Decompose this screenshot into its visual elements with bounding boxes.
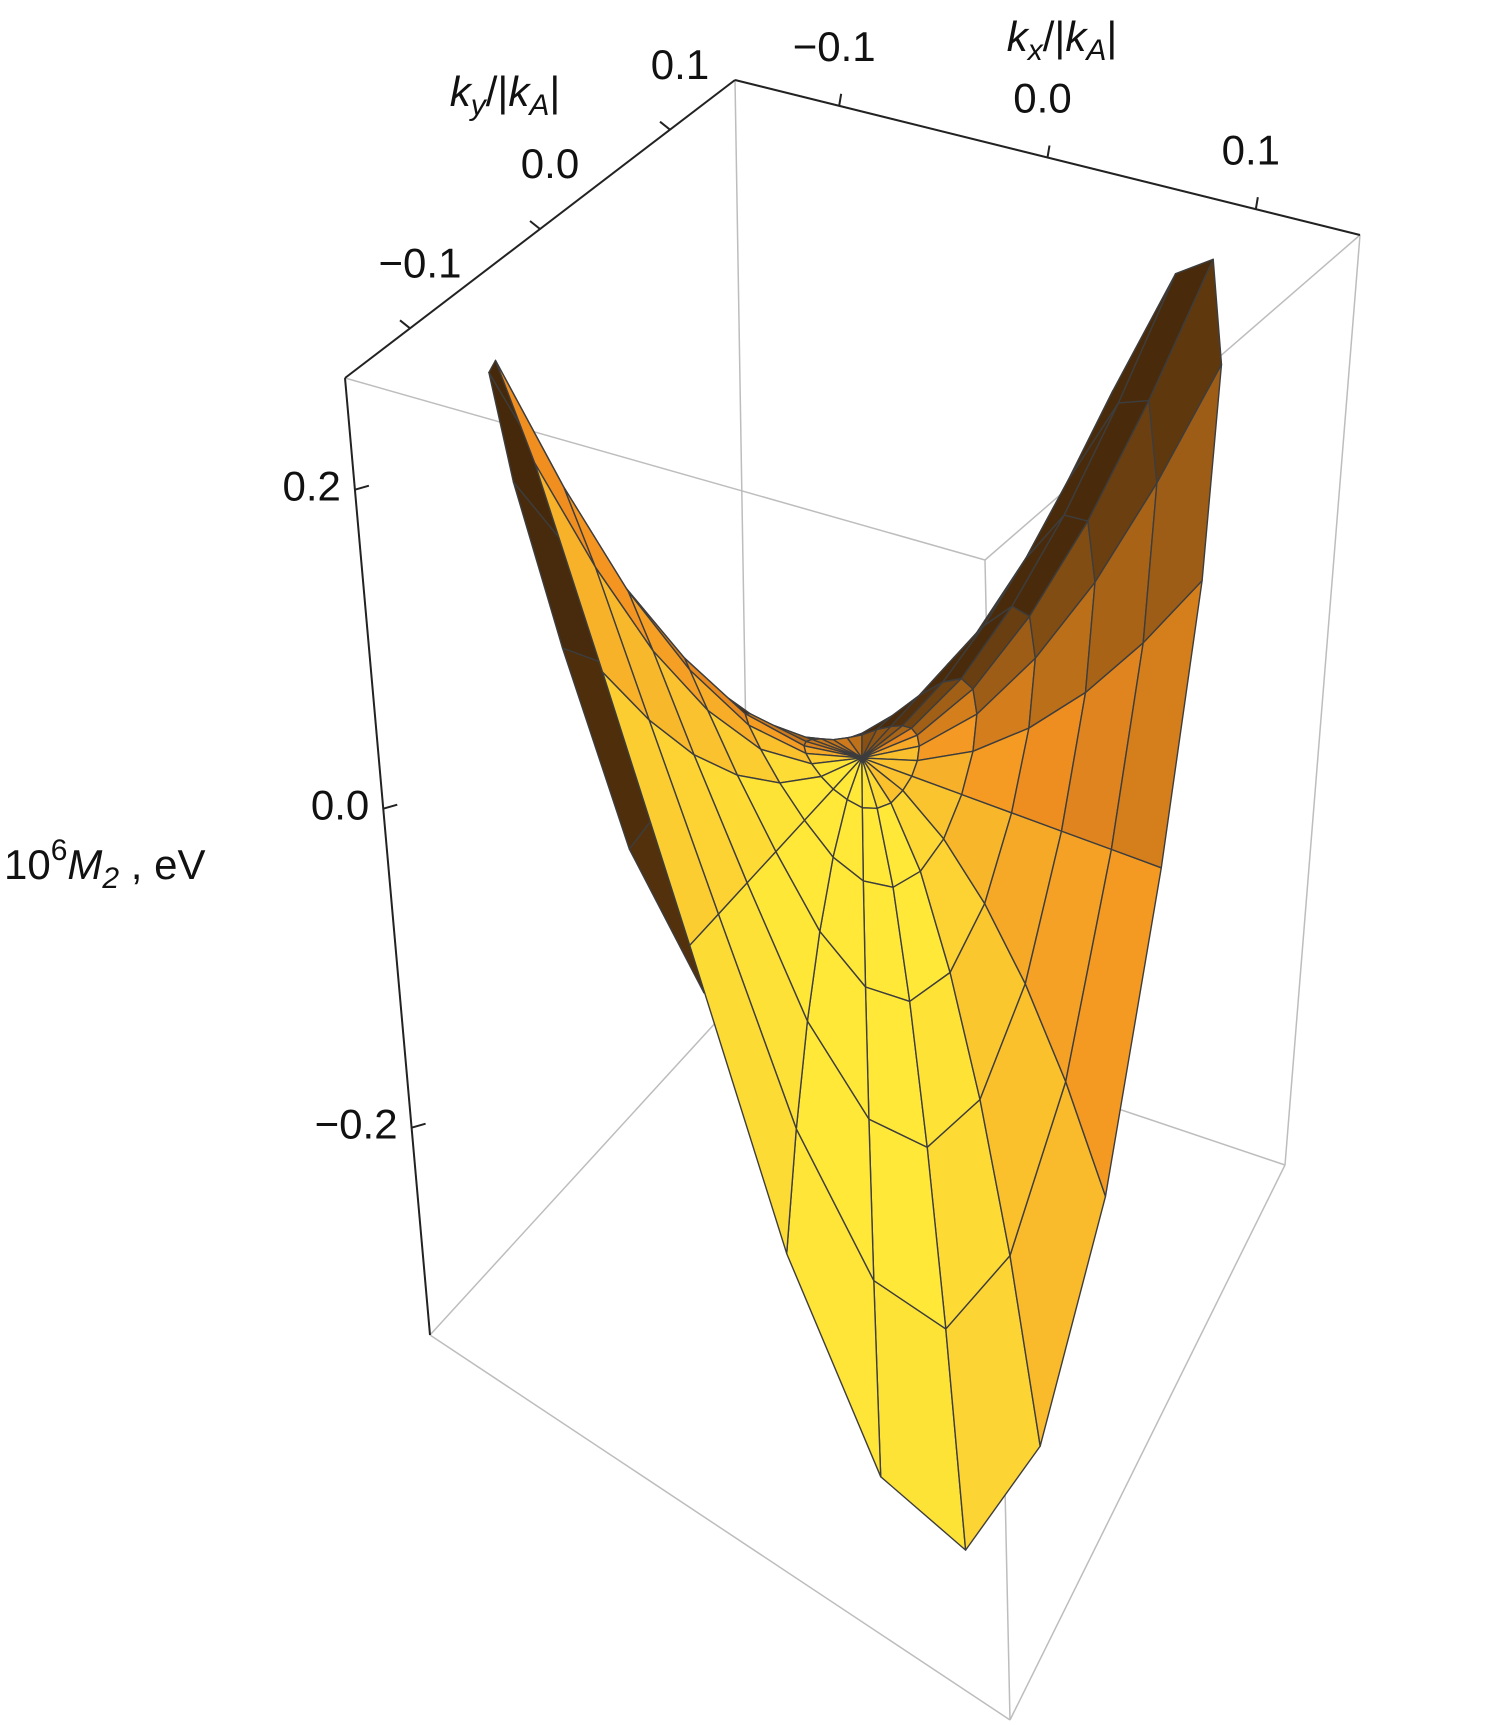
z-axis-line (344, 377, 431, 1336)
label-part: | (549, 68, 560, 115)
label-part: x (1026, 34, 1044, 67)
z-tick (411, 1122, 426, 1129)
label-part: k (1007, 13, 1030, 60)
label-part: 6 (51, 834, 68, 867)
y-tick-label: −0.1 (379, 239, 462, 286)
label-part: 10 (4, 841, 51, 888)
surface-patch (1142, 363, 1223, 644)
y-tick-label: 0.0 (521, 140, 579, 187)
label-part: /| (1043, 13, 1066, 60)
surface-patch (534, 462, 650, 721)
box-edge (344, 377, 986, 561)
z-tick (382, 803, 398, 810)
y-tick (399, 319, 411, 330)
y-tick-label: 0.1 (651, 41, 709, 88)
x-tick (838, 93, 843, 106)
x-tick-label: 0.1 (1222, 126, 1280, 173)
label-part: y (469, 89, 488, 122)
label-part: A (1084, 34, 1106, 67)
z-label: 106M2 , eV (4, 834, 205, 895)
label-part: k (1065, 13, 1088, 60)
box-edge (429, 1334, 1011, 1721)
x-tick (1254, 197, 1259, 210)
y-tick (659, 120, 671, 131)
x-label: kx/|kA| (1007, 13, 1118, 67)
label-part: | (1106, 13, 1117, 60)
z-tick-label: 0.2 (283, 463, 341, 510)
z-tick-label: −0.2 (315, 1101, 398, 1148)
y-tick (529, 220, 541, 230)
surface (488, 258, 1223, 1551)
label-part: k (508, 68, 531, 115)
box-edge (429, 984, 751, 1336)
label-part: M (67, 841, 102, 888)
label-part: , eV (119, 841, 205, 888)
label-part: 2 (101, 862, 119, 895)
box-edge (1284, 234, 1361, 1166)
z-tick (354, 484, 370, 491)
label-part: A (527, 89, 549, 122)
y-label: ky/|kA| (450, 68, 561, 122)
box-edge (1009, 1164, 1286, 1721)
label-part: k (450, 68, 473, 115)
x-tick (1046, 145, 1051, 158)
x-tick-label: 0.0 (1013, 75, 1071, 122)
label-part: /| (486, 68, 509, 115)
x-tick-label: −0.1 (793, 23, 876, 70)
z-tick-label: 0.0 (311, 782, 369, 829)
